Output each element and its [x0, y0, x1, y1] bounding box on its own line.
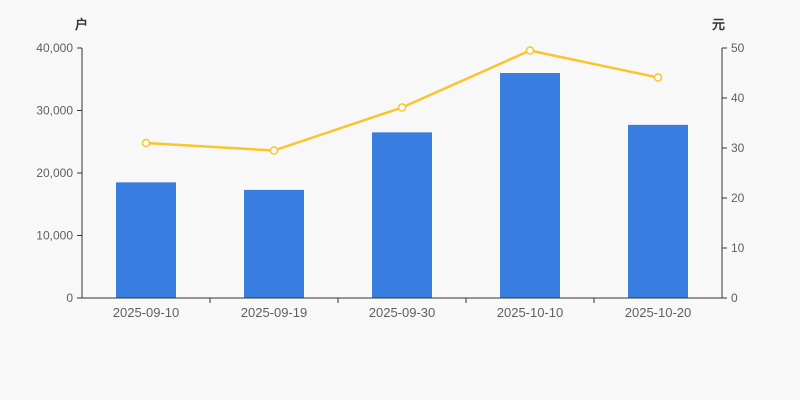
bar-2025-10-20[interactable] — [628, 124, 688, 298]
x-axis-label-2025-09-19: 2025-09-19 — [241, 305, 308, 320]
x-axis-label-2025-10-20: 2025-10-20 — [625, 305, 692, 320]
line-marker-2025-10-20[interactable] — [653, 73, 663, 82]
left-axis-unit-label: 户 — [75, 17, 88, 32]
left-axis-tick-label: 30,000 — [36, 104, 73, 118]
right-axis-tick-label: 0 — [731, 291, 738, 305]
right-axis-unit-label: 元 — [712, 17, 725, 32]
line-marker-2025-09-30[interactable] — [397, 103, 407, 112]
plot-area: 0 10,000 20,000 30,000 40,000 0 10 20 30 40 50 2025… — [36, 41, 744, 320]
left-axis-tick-label: 10,000 — [36, 229, 73, 243]
bar-2025-09-30[interactable] — [372, 132, 432, 298]
right-axis-tick-label: 40 — [731, 91, 745, 105]
right-axis-tick-label: 50 — [731, 41, 745, 55]
line-marker-2025-09-10[interactable] — [141, 138, 151, 148]
left-axis-tick-label: 0 — [66, 291, 73, 305]
x-axis-label-2025-10-10: 2025-10-10 — [497, 305, 564, 320]
left-axis-tick-label: 40,000 — [36, 41, 73, 55]
line-marker-2025-09-19[interactable] — [269, 146, 279, 155]
line-marker-2025-10-10[interactable] — [525, 46, 535, 55]
bar-2025-09-19[interactable] — [244, 189, 304, 298]
right-axis-tick-label: 30 — [731, 141, 745, 155]
right-axis-tick-label: 20 — [731, 191, 745, 205]
right-axis-tick-label: 10 — [731, 241, 745, 255]
left-axis-tick-label: 20,000 — [36, 166, 73, 180]
bar-2025-10-10[interactable] — [500, 73, 560, 298]
bar-2025-09-10[interactable] — [116, 182, 176, 298]
x-axis-label-2025-09-30: 2025-09-30 — [369, 305, 436, 320]
x-axis-label-2025-09-10: 2025-09-10 — [113, 305, 180, 320]
